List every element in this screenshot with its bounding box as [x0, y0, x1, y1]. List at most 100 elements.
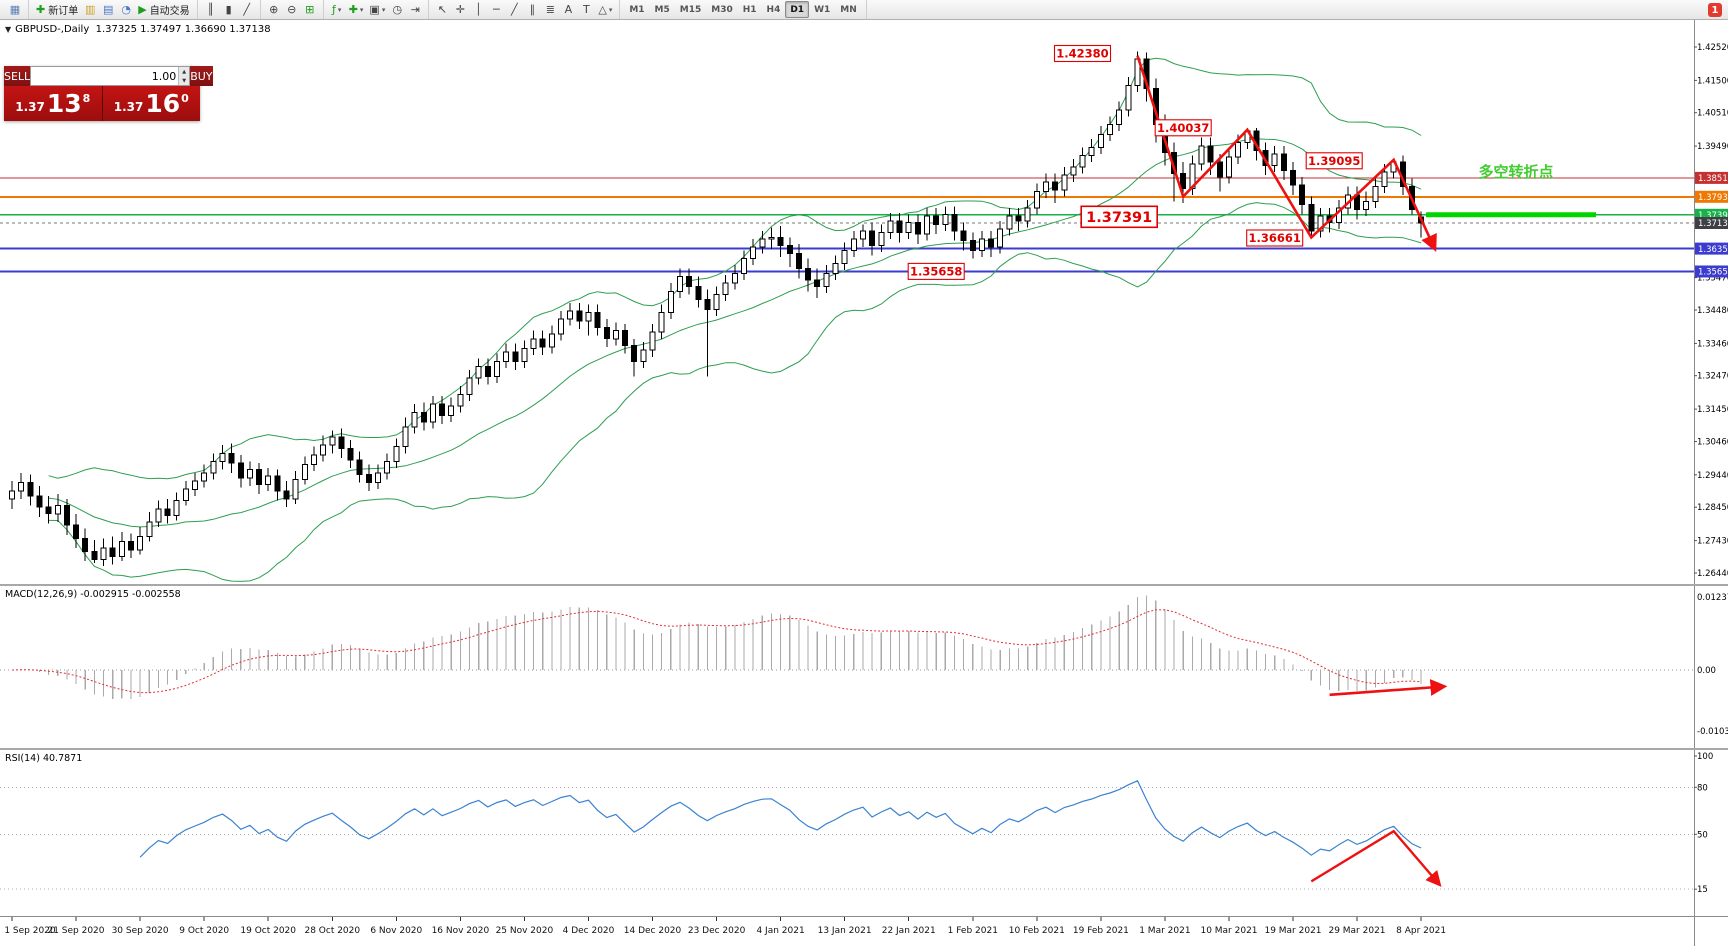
indicators-button[interactable]: ƒ ▾: [328, 1, 346, 18]
horizontal-lines[interactable]: [0, 177, 1694, 273]
timeframe-m15-button[interactable]: M15: [679, 4, 702, 15]
new-order-button[interactable]: ✚ 新订单: [33, 1, 81, 18]
bar-chart-button[interactable]: ║: [202, 1, 220, 18]
sell-price-point: 8: [82, 92, 91, 105]
svg-text:14 Dec 2020: 14 Dec 2020: [624, 926, 682, 936]
sell-button[interactable]: SELL: [4, 66, 31, 86]
label-button[interactable]: T: [577, 1, 595, 18]
volume-up-button[interactable]: ▲: [179, 67, 190, 76]
line-chart-button[interactable]: ╱: [238, 1, 256, 18]
main-chart-panel[interactable]: ▼ GBPUSD-,Daily 1.37325 1.37497 1.36690 1…: [0, 20, 1728, 584]
svg-text:19 Feb 2021: 19 Feb 2021: [1073, 926, 1129, 936]
timeframe-d1-button[interactable]: D1: [785, 1, 810, 18]
candlestick-chart-button[interactable]: ▮: [220, 1, 238, 18]
clock-button[interactable]: ◷: [388, 1, 406, 18]
profiles-button[interactable]: ▣ ▾: [366, 1, 388, 18]
svg-text:1.42520: 1.42520: [1697, 43, 1728, 53]
time-axis-panel[interactable]: 1 Sep 2020 21 Sep 2020 30 Sep 2020 9 Oct 20…: [0, 916, 1728, 946]
toolbar-group: ✚ 新订单 ▥ ▤ ◔ ▶ 自动交易: [29, 0, 198, 19]
quotes-window-button[interactable]: ▥: [81, 1, 99, 18]
svg-text:1.39095: 1.39095: [1308, 154, 1360, 168]
price-annotations[interactable]: 1.42380 1.40037 1.39095 1.37391 1.36661 1.356…: [907, 44, 1363, 280]
rsi-value: 40.7871: [42, 753, 83, 764]
svg-text:1.33460: 1.33460: [1697, 339, 1728, 349]
macd-chart[interactable]: 0.012372 0.00 -0.010374: [0, 586, 1728, 748]
chart-window-icon: ▦: [9, 3, 21, 16]
one-click-collapse-icon[interactable]: ▼: [5, 25, 12, 34]
svg-text:9 Oct 2020: 9 Oct 2020: [179, 926, 229, 936]
svg-text:29 Mar 2021: 29 Mar 2021: [1328, 926, 1385, 936]
candles-series: [9, 51, 1425, 567]
svg-text:1.32470: 1.32470: [1697, 372, 1728, 382]
price-badge: 1.37939: [1695, 190, 1728, 203]
trend-zigzag-annotation[interactable]: [1136, 55, 1437, 252]
chart-window-button[interactable]: ▦: [6, 1, 24, 18]
new-chart-icon: ✚: [348, 3, 358, 16]
zoom-out-button[interactable]: ⊖: [283, 1, 301, 18]
text-button[interactable]: A: [559, 1, 577, 18]
toolbar-group: ƒ ▾ ✚ ▾ ▣ ▾ ◷ ⇥: [324, 0, 430, 19]
chart-shift-button[interactable]: ⇥: [406, 1, 424, 18]
svg-text:25 Nov 2020: 25 Nov 2020: [496, 926, 554, 936]
crosshair-button[interactable]: ✛: [451, 1, 469, 18]
rsi-axis[interactable]: 100 80 50 15: [1694, 750, 1713, 916]
toolbar-group: ║ ▮ ╱: [198, 0, 261, 19]
svg-text:1.35658: 1.35658: [910, 264, 962, 278]
tile-windows-button[interactable]: ⊞: [301, 1, 319, 18]
price-chart[interactable]: 1.42380 1.40037 1.39095 1.37391 1.36661 1.356…: [0, 20, 1728, 584]
shapes-button[interactable]: △ ▾: [595, 1, 615, 18]
svg-text:8 Apr 2021: 8 Apr 2021: [1396, 926, 1446, 936]
timeframe-h4-button[interactable]: H4: [766, 4, 781, 15]
macd-trend-arrow[interactable]: [1329, 679, 1448, 697]
line-chart-icon: ╱: [243, 3, 250, 16]
svg-text:1 Feb 2021: 1 Feb 2021: [948, 926, 998, 936]
channel-button[interactable]: ∥: [523, 1, 541, 18]
zoom-in-icon: ⊕: [269, 3, 279, 16]
buy-button[interactable]: BUY: [190, 66, 213, 86]
trendline-button[interactable]: ╱: [505, 1, 523, 18]
macd-panel[interactable]: MACD(12,26,9) -0.002915 -0.002558 0.0123…: [0, 584, 1728, 748]
volume-down-button[interactable]: ▼: [179, 76, 190, 85]
rsi-chart[interactable]: 100 80 50 15: [0, 750, 1728, 916]
rsi-trend-arrow[interactable]: [1310, 829, 1442, 887]
sell-price[interactable]: 1.37 13 8: [4, 86, 102, 121]
volume-box: ▲ ▼: [30, 66, 191, 86]
price-badge: 1.35658: [1695, 265, 1728, 278]
svg-text:13 Jan 2021: 13 Jan 2021: [818, 926, 872, 936]
profiles-icon: ▣: [369, 3, 380, 16]
calendar-button[interactable]: ◔: [117, 1, 135, 18]
new-chart-button[interactable]: ✚ ▾: [346, 1, 367, 18]
turning-point-note[interactable]: 多空转折点: [1478, 163, 1553, 181]
cursor-button[interactable]: ↖: [433, 1, 451, 18]
volume-input[interactable]: [31, 67, 179, 85]
news-window-button[interactable]: ▤: [99, 1, 117, 18]
svg-text:28 Oct 2020: 28 Oct 2020: [304, 926, 360, 936]
timeframe-m5-button[interactable]: M5: [654, 4, 670, 15]
new-order-button-label: 新订单: [48, 6, 79, 17]
rsi-panel[interactable]: RSI(14) 40.7871 100 80 50 15: [0, 748, 1728, 916]
autotrading-button[interactable]: ▶ 自动交易: [135, 1, 192, 18]
horizontal-line-button[interactable]: ─: [487, 1, 505, 18]
svg-text:23 Dec 2020: 23 Dec 2020: [688, 926, 746, 936]
autotrading-button-label: 自动交易: [149, 6, 190, 17]
timeframe-m1-button[interactable]: M1: [629, 4, 645, 15]
svg-text:1.36661: 1.36661: [1249, 231, 1301, 245]
notification-badge[interactable]: 1: [1708, 3, 1722, 17]
svg-text:0.00: 0.00: [1697, 666, 1716, 676]
timeframe-mn-button[interactable]: MN: [840, 4, 857, 15]
price-axis[interactable]: 1.42520 1.41500 1.40510 1.39490 1.35470 1.344…: [1694, 20, 1728, 584]
quotes-icon: ▥: [85, 3, 96, 16]
svg-text:1.30460: 1.30460: [1697, 438, 1728, 448]
timeframe-w1-button[interactable]: W1: [814, 4, 831, 15]
vertical-line-button[interactable]: │: [469, 1, 487, 18]
fibonacci-button[interactable]: ≣: [541, 1, 559, 18]
timeframe-h1-button[interactable]: H1: [742, 4, 757, 15]
one-click-trade-widget: SELL ▲ ▼ BUY 1.37 13 8 1.37 16 0: [4, 66, 213, 121]
macd-axis[interactable]: 0.012372 0.00 -0.010374: [1694, 586, 1728, 748]
volume-spinner: ▲ ▼: [178, 67, 190, 85]
buy-price[interactable]: 1.37 16 0: [102, 86, 200, 121]
zoom-in-button[interactable]: ⊕: [265, 1, 283, 18]
svg-text:19 Mar 2021: 19 Mar 2021: [1264, 926, 1321, 936]
timeframe-m30-button[interactable]: M30: [711, 4, 733, 15]
